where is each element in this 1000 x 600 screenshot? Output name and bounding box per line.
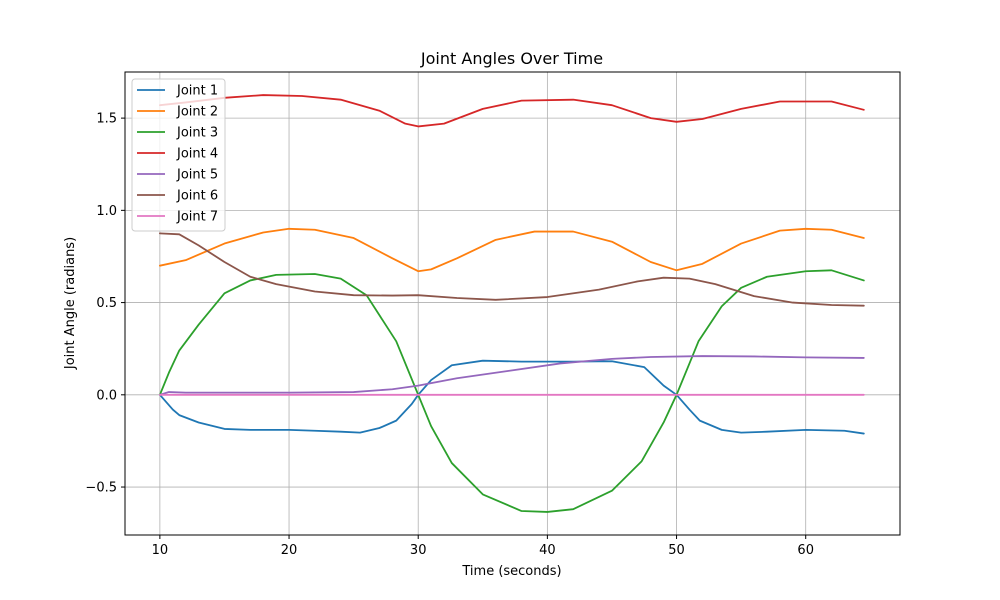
x-tick-label: 40 bbox=[539, 543, 556, 558]
legend-label-joint-7: Joint 7 bbox=[176, 210, 218, 225]
legend-box bbox=[131, 78, 226, 232]
x-tick-label: 10 bbox=[152, 543, 169, 558]
chart-title: Joint Angles Over Time bbox=[420, 49, 603, 68]
series-line-joint-4 bbox=[158, 94, 865, 128]
x-tick-label: 60 bbox=[797, 543, 814, 558]
series-lines bbox=[158, 94, 865, 513]
series-line-joint-6 bbox=[158, 232, 865, 307]
y-tick-label: −0.5 bbox=[85, 481, 117, 496]
y-tick-label: 1.0 bbox=[96, 204, 117, 219]
series-line-joint-3 bbox=[158, 269, 865, 513]
legend-label-joint-4: Joint 4 bbox=[176, 147, 218, 162]
series-line-joint-1 bbox=[158, 359, 865, 435]
plot-frame bbox=[124, 71, 901, 536]
y-tick-label: 0.0 bbox=[96, 388, 117, 403]
y-tick-label: 0.5 bbox=[96, 296, 117, 311]
legend-label-joint-6: Joint 6 bbox=[176, 189, 218, 204]
x-tick-label: 50 bbox=[668, 543, 685, 558]
legend: Joint 1 Joint 2 Joint 3 Joint 4 Joint 5 Joint… bbox=[131, 78, 226, 232]
legend-label-joint-5: Joint 5 bbox=[176, 168, 218, 183]
y-tick-label: 1.5 bbox=[96, 112, 117, 127]
grid bbox=[125, 72, 900, 535]
x-axis-label: Time (seconds) bbox=[461, 564, 561, 579]
y-axis-label: Joint Angle (radians) bbox=[63, 237, 78, 370]
x-tick-label: 20 bbox=[281, 543, 298, 558]
axis-ticks: 10 20 30 40 50 60 −0.5 0.0 0.5 1.0 1.5 bbox=[85, 112, 814, 558]
series-line-joint-2 bbox=[158, 227, 865, 273]
legend-label-joint-3: Joint 3 bbox=[176, 126, 218, 141]
legend-label-joint-2: Joint 2 bbox=[176, 105, 218, 120]
x-tick-label: 30 bbox=[410, 543, 427, 558]
legend-label-joint-1: Joint 1 bbox=[176, 84, 218, 99]
series-line-joint-5 bbox=[158, 355, 865, 396]
